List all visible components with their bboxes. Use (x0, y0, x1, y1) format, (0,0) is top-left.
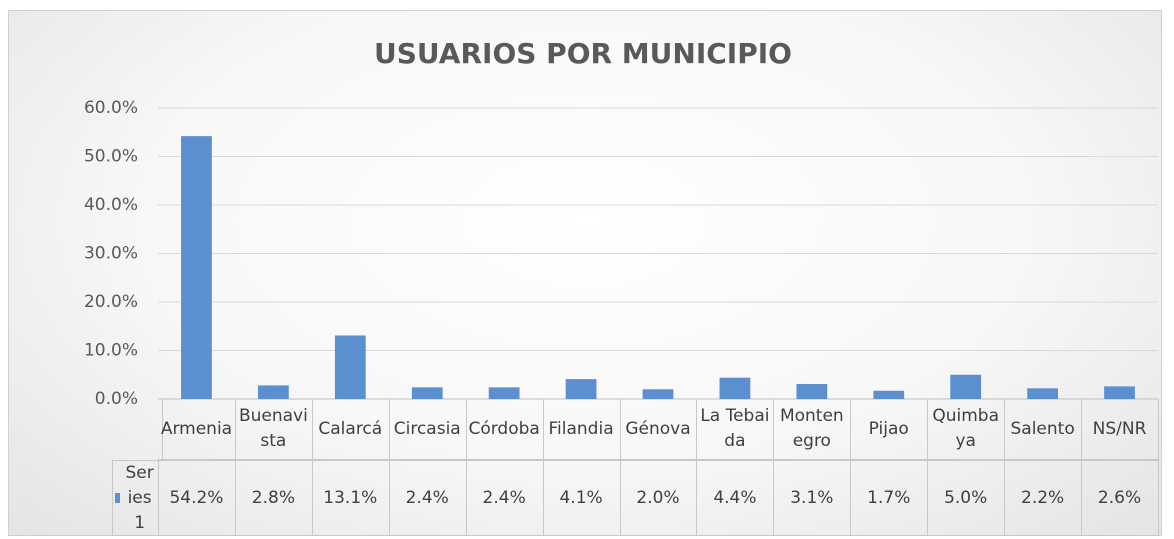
bar (873, 390, 905, 399)
y-tick-label: 40.0% (84, 195, 138, 215)
chart-title: USUARIOS POR MUNICIPIO (374, 37, 792, 70)
bar (1027, 388, 1058, 399)
x-tick-label: Salento (1004, 399, 1083, 460)
x-tick-label: NS/NR (1081, 399, 1159, 460)
y-tick-label: 0.0% (95, 389, 138, 409)
x-tick-label: Montenegro (773, 399, 852, 460)
x-tick-label: Génova (619, 399, 698, 460)
y-tick-label: 50.0% (84, 147, 138, 167)
bar (411, 387, 443, 399)
x-tick-label: Quimbaya (927, 399, 1006, 460)
y-tick-label: 30.0% (84, 244, 138, 264)
value-label: 1.7% (850, 460, 929, 536)
y-tick-label: 10.0% (84, 341, 138, 361)
value-label: 2.4% (465, 460, 544, 536)
value-label: 2.0% (619, 460, 698, 536)
value-label: 2.6% (1081, 460, 1159, 536)
value-label: 2.4% (388, 460, 467, 536)
value-label: 54.2% (158, 460, 236, 536)
legend-key (115, 493, 121, 503)
bar (181, 136, 212, 399)
x-tick-label: Calarcá (311, 399, 390, 460)
value-label: 13.1% (311, 460, 390, 536)
bar (334, 335, 366, 399)
value-label: 2.2% (1004, 460, 1083, 536)
legend-label: Series1 (125, 462, 154, 533)
x-tick-label: Córdoba (465, 399, 544, 460)
value-label: 5.0% (927, 460, 1006, 536)
bar (1104, 386, 1135, 399)
value-label: 2.8% (234, 460, 313, 536)
y-tick-label: 60.0% (84, 98, 138, 118)
bar (642, 389, 674, 399)
x-tick-label: La Tebaida (696, 399, 775, 460)
value-label: 4.1% (542, 460, 621, 536)
bar (719, 377, 751, 399)
value-label: 3.1% (773, 460, 852, 536)
x-tick-label: Circasia (388, 399, 467, 460)
bar (258, 385, 289, 399)
x-tick-label: Armenia (158, 399, 236, 460)
bar (950, 374, 982, 399)
x-tick-label: Pijao (850, 399, 929, 460)
y-tick-label: 20.0% (84, 292, 138, 312)
bar (796, 383, 828, 399)
x-tick-label: Filandia (542, 399, 621, 460)
bar (488, 387, 520, 399)
legend-cell: Series1 (112, 460, 159, 536)
x-tick-label: Buenavista (234, 399, 313, 460)
value-label: 4.4% (696, 460, 775, 536)
bar (565, 379, 597, 399)
